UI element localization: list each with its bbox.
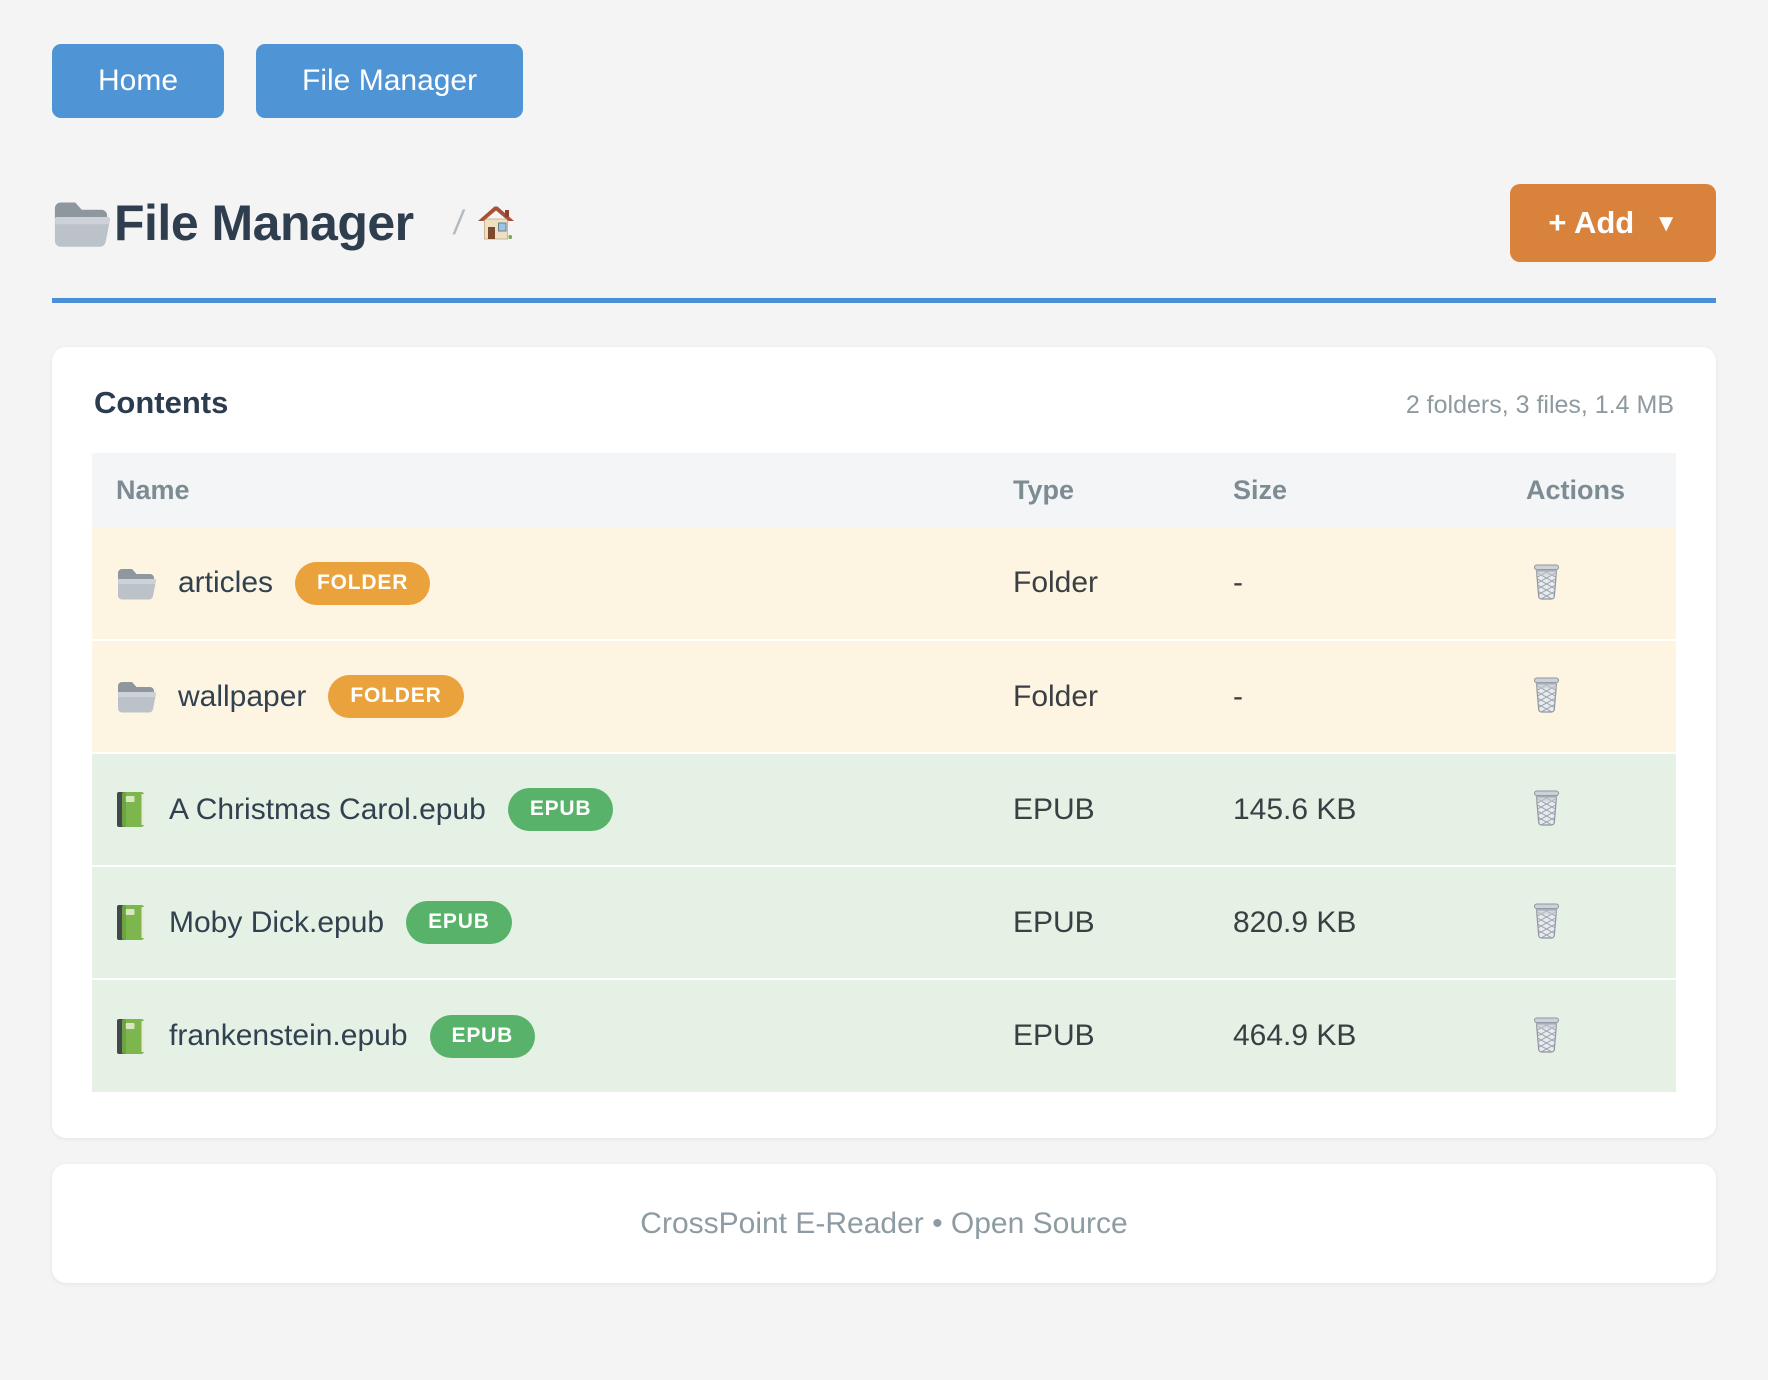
type-cell: Folder <box>1013 640 1233 753</box>
trash-icon <box>1530 901 1563 940</box>
type-cell: EPUB <box>1013 753 1233 866</box>
size-cell: 464.9 KB <box>1233 979 1526 1092</box>
breadcrumb-separator: / <box>451 203 466 242</box>
table-row[interactable]: A Christmas Carol.epub EPUB EPUB 145.6 K… <box>92 753 1676 866</box>
book-icon <box>116 904 147 941</box>
breadcrumb-home-link[interactable] <box>477 205 515 241</box>
table-row[interactable]: Moby Dick.epub EPUB EPUB 820.9 KB <box>92 866 1676 979</box>
delete-button[interactable] <box>1526 784 1567 831</box>
breadcrumb: / <box>451 203 515 243</box>
type-cell: EPUB <box>1013 866 1233 979</box>
file-name[interactable]: wallpaper <box>178 679 307 713</box>
contents-header: Contents 2 folders, 3 files, 1.4 MB <box>92 385 1676 421</box>
page-title: File Manager <box>114 195 414 251</box>
top-nav: Home File Manager <box>52 44 1716 118</box>
column-header-type: Type <box>1013 453 1233 527</box>
contents-card: Contents 2 folders, 3 files, 1.4 MB Name… <box>52 347 1716 1138</box>
trash-icon <box>1530 1015 1563 1054</box>
footer-card: CrossPoint E-Reader • Open Source <box>52 1164 1716 1283</box>
add-button[interactable]: + Add ▼ <box>1510 184 1716 262</box>
delete-button[interactable] <box>1526 897 1567 944</box>
size-cell: - <box>1233 640 1526 753</box>
title-divider <box>52 298 1716 303</box>
title-group: File Manager / <box>52 194 515 252</box>
status-badge: FOLDER <box>328 675 464 718</box>
contents-heading: Contents <box>94 385 229 420</box>
table-header: Name Type Size Actions <box>92 453 1676 527</box>
size-cell: 820.9 KB <box>1233 866 1526 979</box>
table-row[interactable]: wallpaper FOLDER Folder - <box>92 640 1676 753</box>
type-cell: EPUB <box>1013 979 1233 1092</box>
file-manager-nav-button[interactable]: File Manager <box>256 44 524 118</box>
trash-icon <box>1530 675 1563 714</box>
home-nav-button[interactable]: Home <box>52 44 225 118</box>
footer-text: CrossPoint E-Reader • Open Source <box>640 1206 1128 1240</box>
size-cell: 145.6 KB <box>1233 753 1526 866</box>
status-badge: EPUB <box>507 788 614 831</box>
file-name[interactable]: frankenstein.epub <box>169 1019 408 1052</box>
column-header-size: Size <box>1233 453 1526 527</box>
book-icon <box>116 791 147 828</box>
status-badge: EPUB <box>406 901 512 944</box>
trash-icon <box>1530 562 1563 601</box>
folder-icon <box>116 567 156 600</box>
column-header-name: Name <box>92 453 1013 527</box>
table-row[interactable]: frankenstein.epub EPUB EPUB 464.9 KB <box>92 979 1676 1092</box>
contents-summary: 2 folders, 3 files, 1.4 MB <box>1405 391 1674 419</box>
folder-icon <box>116 680 156 713</box>
delete-button[interactable] <box>1526 671 1567 718</box>
file-name[interactable]: articles <box>178 566 274 599</box>
delete-button[interactable] <box>1526 1011 1567 1058</box>
file-name[interactable]: A Christmas Carol.epub <box>169 792 486 826</box>
type-cell: Folder <box>1013 527 1233 640</box>
house-icon <box>477 205 515 241</box>
table-row[interactable]: articles FOLDER Folder - <box>92 527 1676 640</box>
column-header-actions: Actions <box>1526 453 1676 527</box>
chevron-down-icon: ▼ <box>1654 210 1678 237</box>
status-badge: FOLDER <box>295 561 431 605</box>
files-table: Name Type Size Actions articles FOLDER F… <box>92 453 1676 1092</box>
trash-icon <box>1530 788 1563 827</box>
file-name[interactable]: Moby Dick.epub <box>169 905 385 939</box>
size-cell: - <box>1233 527 1526 640</box>
status-badge: EPUB <box>429 1014 536 1058</box>
delete-button[interactable] <box>1526 558 1567 605</box>
page-header: File Manager / + Add ▼ <box>52 184 1716 262</box>
book-icon <box>116 1018 147 1055</box>
add-button-label: + Add <box>1548 205 1635 240</box>
folder-icon <box>52 199 110 247</box>
